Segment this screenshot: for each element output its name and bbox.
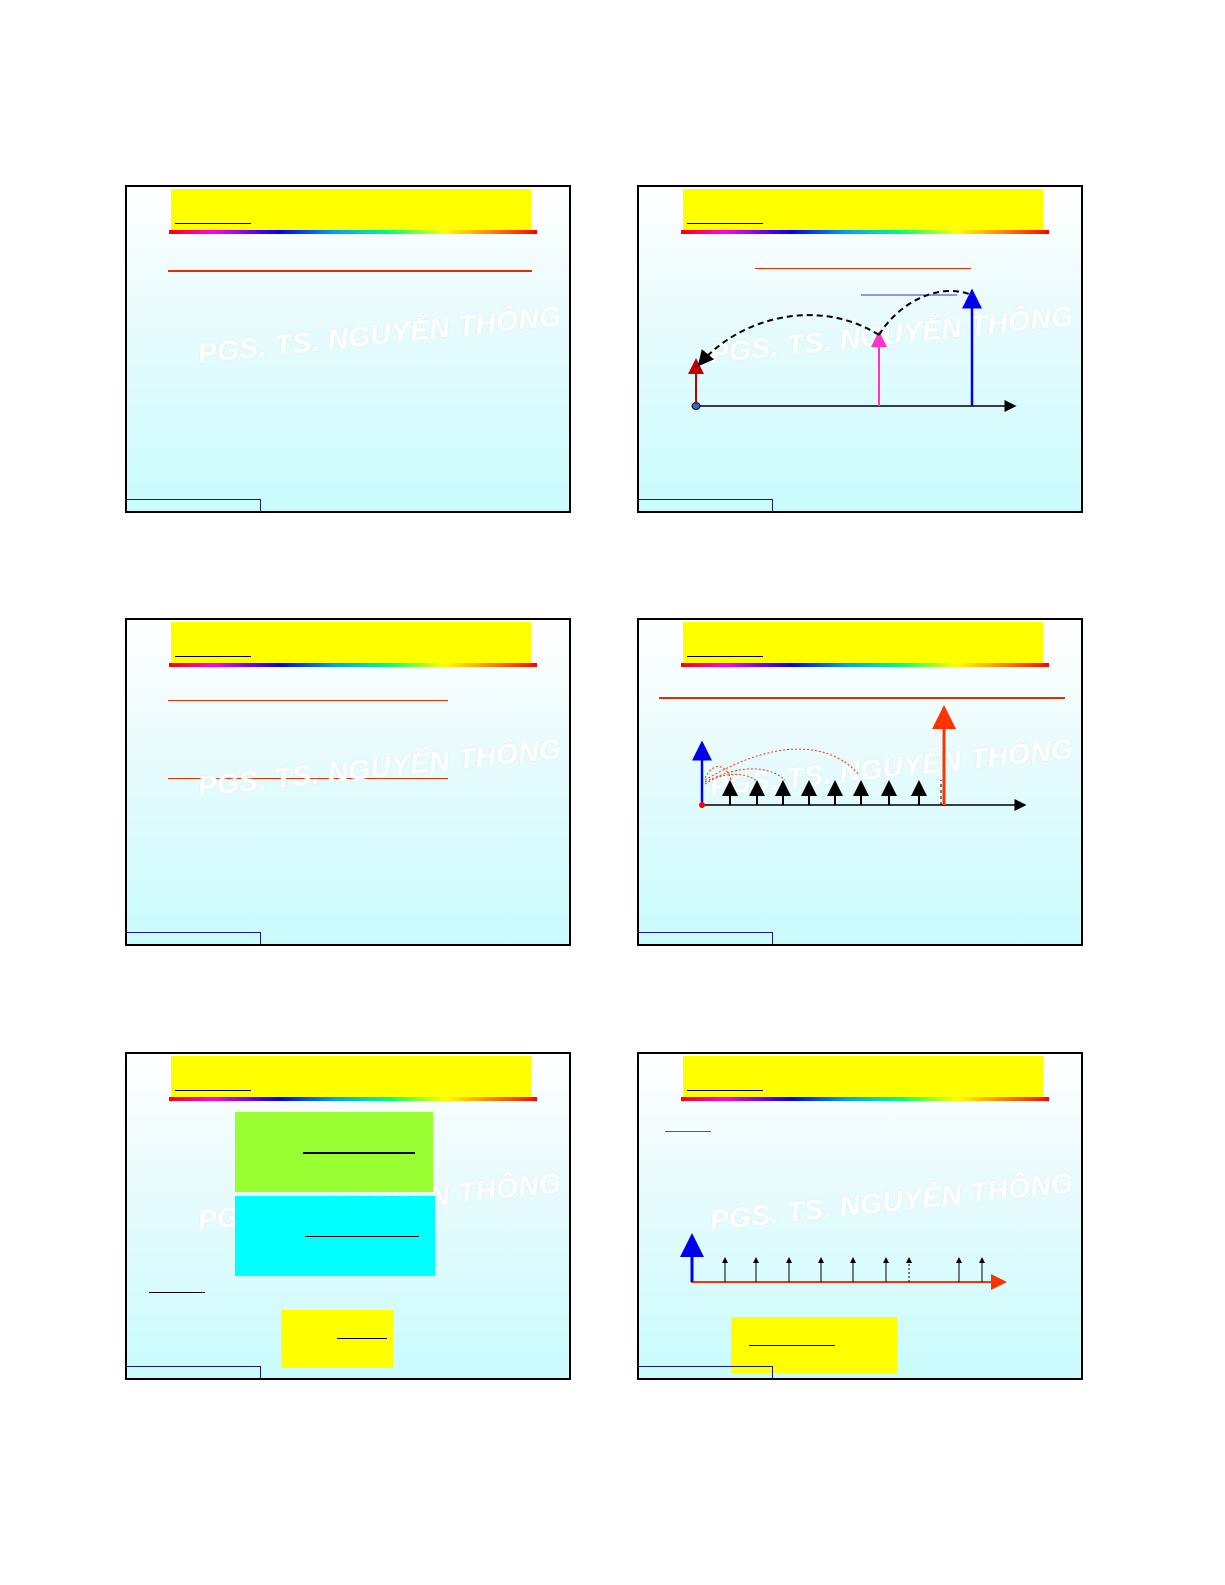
rule-line [755, 268, 971, 269]
slide-title-box [171, 189, 531, 231]
fraction-bar [337, 1338, 387, 1339]
dotted-arcs [704, 748, 860, 785]
footer-box [127, 499, 261, 511]
yellow-formula-box [731, 1317, 897, 1373]
yellow-formula-box [281, 1310, 393, 1368]
slide-5: PGS. TS. NGUYỄN THÔNG [125, 1052, 571, 1380]
title-underline [687, 656, 763, 657]
footer-box [639, 932, 773, 944]
title-underline [687, 1090, 763, 1091]
rainbow-divider [169, 663, 537, 667]
slide-title-box [171, 1056, 531, 1098]
rainbow-divider [169, 230, 537, 234]
impulse-train-diagram [680, 1233, 1007, 1290]
impulse-diagram [692, 705, 1027, 811]
slide-1: PGS. TS. NGUYỄN THÔNG [125, 185, 571, 513]
slide-title-box [683, 1056, 1043, 1098]
footer-box [127, 1366, 261, 1378]
title-underline [175, 223, 251, 224]
slide-title-box [683, 189, 1043, 231]
rule-line [659, 697, 1065, 699]
slide-6: PGS. TS. NGUYỄN THÔNG [637, 1052, 1083, 1380]
green-formula-box [235, 1112, 433, 1192]
rule-line-2 [168, 778, 448, 779]
origin-dot [699, 802, 705, 808]
impulse-train [722, 1257, 985, 1282]
dashed-arc-2 [878, 290, 973, 336]
rule-line-1 [168, 700, 448, 701]
title-underline [175, 656, 251, 657]
label-underline [149, 1292, 205, 1293]
timeline-diagram [688, 288, 1017, 412]
footer-box [127, 932, 261, 944]
fraction-bar [303, 1152, 415, 1154]
slide-title-box [683, 622, 1043, 664]
rainbow-divider [681, 663, 1049, 667]
rainbow-divider [681, 230, 1049, 234]
rainbow-divider [169, 1097, 537, 1101]
impulse-train [722, 780, 927, 805]
fraction-bar [749, 1345, 835, 1346]
rule-line [168, 270, 532, 272]
slide-4: PGS. TS. NGUYỄN THÔNG [637, 618, 1083, 946]
watermark: PGS. TS. NGUYỄN THÔNG [196, 300, 563, 370]
cyan-formula-box [235, 1196, 435, 1276]
slide-title-box [171, 622, 531, 664]
watermark: PGS. TS. NGUYỄN THÔNG [196, 733, 563, 803]
footer-box [639, 1366, 773, 1378]
title-underline [175, 1090, 251, 1091]
footer-box [639, 499, 773, 511]
rainbow-divider [681, 1097, 1049, 1101]
dashed-arc-1 [697, 314, 880, 367]
slide-2: PGS. TS. NGUYỄN THÔNG [637, 185, 1083, 513]
fraction-bar [305, 1236, 419, 1237]
slide-3: PGS. TS. NGUYỄN THÔNG [125, 618, 571, 946]
title-underline [687, 223, 763, 224]
short-rule-line [665, 1131, 711, 1132]
